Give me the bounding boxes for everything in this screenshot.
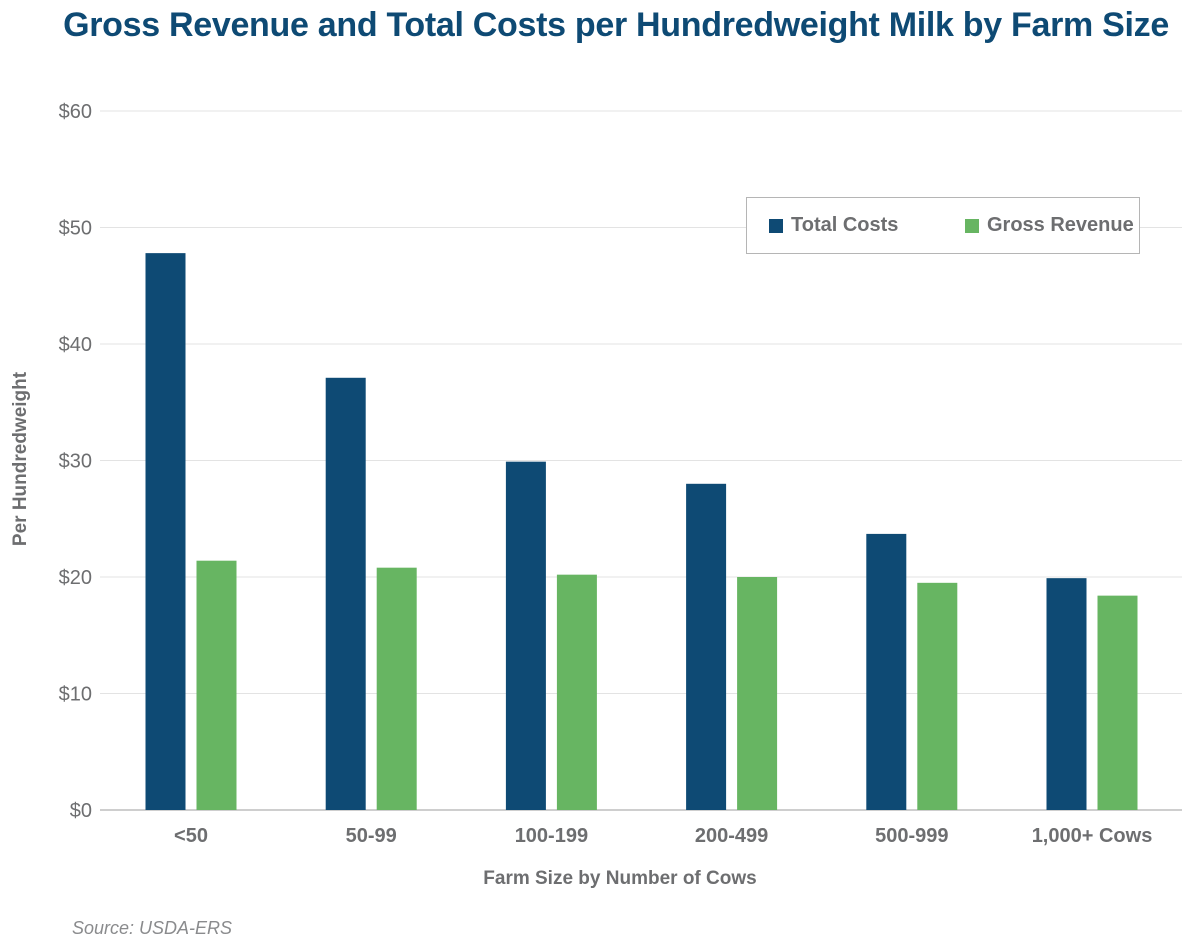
y-axis-ticks: $0 $10 $20 $30 $40 $50 $60 [59,101,92,822]
bar-gross-revenue [1097,595,1138,810]
bar-total-costs [866,533,907,810]
chart-title: Gross Revenue and Total Costs per Hundre… [63,6,1169,44]
x-axis-ticks: <50 50-99 100-199 200-499 500-999 1,000+ Cows [174,825,1152,847]
y-axis-title: Per Hundredweight [10,371,31,546]
bar-gross-revenue [917,582,958,810]
y-tick-label: $10 [59,684,92,706]
x-axis-title: Farm Size by Number of Cows [483,868,756,889]
x-tick-label: <50 [174,825,208,847]
x-tick-label: 500-999 [875,825,948,847]
source-note: Source: USDA-ERS [72,918,233,938]
bar-gross-revenue [196,560,237,810]
y-tick-label: $20 [59,567,92,589]
bar-total-costs [686,483,727,810]
bar-total-costs [1046,578,1087,810]
bars [145,253,1138,810]
legend: Total Costs Gross Revenue [746,197,1140,254]
legend-item-gross-revenue: Gross Revenue [965,214,1134,237]
bar-gross-revenue [376,567,417,810]
legend-label-total-costs: Total Costs [791,214,899,236]
x-tick-label: 100-199 [515,825,588,847]
gridlines [100,110,1182,811]
x-tick-label: 200-499 [695,825,768,847]
legend-swatch-total-costs [769,218,783,233]
legend-item-total-costs: Total Costs [769,214,898,237]
bar-total-costs [505,461,546,810]
bar-gross-revenue [737,577,778,810]
bar-gross-revenue [556,574,597,810]
y-tick-label: $60 [59,101,92,123]
y-tick-label: $30 [59,451,92,473]
x-tick-label: 50-99 [346,825,397,847]
y-tick-label: $40 [59,334,92,356]
bar-total-costs [145,253,186,810]
legend-label-gross-revenue: Gross Revenue [987,214,1134,236]
bar-total-costs [325,377,366,810]
y-tick-label: $0 [70,800,92,822]
y-tick-label: $50 [59,218,92,240]
x-tick-label: 1,000+ Cows [1032,825,1153,847]
legend-swatch-gross-revenue [965,218,979,233]
